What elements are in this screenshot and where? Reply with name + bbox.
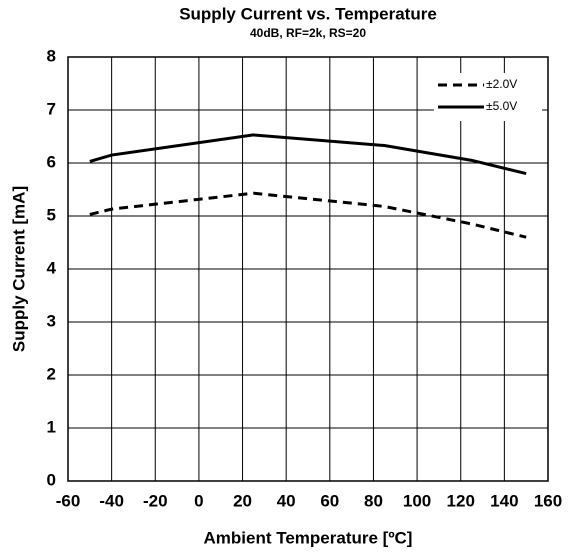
- x-axis-label: Ambient Temperature [ºC]: [204, 528, 413, 547]
- y-tick-label: 7: [47, 99, 56, 118]
- x-tick-label: 160: [534, 491, 562, 510]
- y-tick-label: 3: [47, 311, 56, 330]
- x-tick-label: 0: [194, 491, 203, 510]
- x-tick-label: 80: [364, 491, 383, 510]
- legend-box: [434, 73, 542, 121]
- x-tick-label: 40: [277, 491, 296, 510]
- y-tick-label: 6: [47, 152, 56, 171]
- y-tick-label: 8: [47, 46, 56, 65]
- legend-label: ±5.0V: [486, 99, 517, 113]
- y-axis-label: Supply Current [mA]: [9, 186, 28, 352]
- y-tick-label: 5: [47, 205, 56, 224]
- chart-title: Supply Current vs. Temperature: [179, 4, 437, 23]
- legend-label: ±2.0V: [486, 77, 517, 91]
- y-tick-label: 0: [47, 470, 56, 489]
- series-line: [89, 191, 527, 239]
- y-tick-label: 2: [47, 364, 56, 383]
- x-tick-label: 60: [320, 491, 339, 510]
- chart-subtitle: 40dB, RF=2k, RS=20: [250, 26, 366, 40]
- x-tick-label: 20: [233, 491, 252, 510]
- y-tick-label: 1: [47, 417, 56, 436]
- x-tick-label: 100: [403, 491, 431, 510]
- y-tick-label: 4: [47, 258, 57, 277]
- x-tick-label: 140: [490, 491, 518, 510]
- plot-frame: [67, 56, 549, 482]
- x-tick-label: -40: [99, 491, 124, 510]
- x-tick-label: -20: [143, 491, 168, 510]
- x-tick-label: 120: [447, 491, 475, 510]
- series-line: [89, 133, 527, 176]
- x-tick-label: -60: [56, 491, 81, 510]
